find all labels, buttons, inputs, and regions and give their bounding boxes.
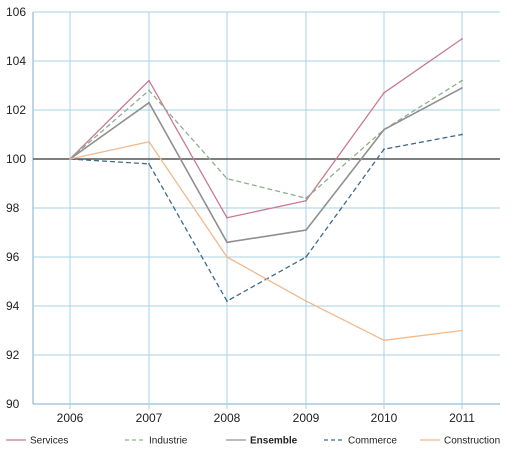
point-commerce-2007 — [148, 163, 150, 165]
legend-label-services: Services — [30, 436, 68, 447]
x-tick-label-2008: 2008 — [214, 411, 241, 425]
x-tick-label-2010: 2010 — [371, 411, 398, 425]
point-commerce-2011 — [461, 133, 463, 136]
y-tick-label-90: 90 — [6, 397, 20, 411]
y-tick-label-98: 98 — [6, 201, 20, 215]
y-tick-label-100: 100 — [6, 152, 26, 166]
y-tick-label-92: 92 — [6, 348, 20, 362]
point-construction-2006 — [69, 158, 71, 160]
x-tick-label-2007: 2007 — [136, 411, 163, 425]
point-services-2010 — [383, 91, 385, 94]
point-ensemble-2007 — [148, 101, 150, 104]
series-lines — [69, 38, 463, 342]
series-line-construction — [69, 141, 463, 341]
point-industrie-2009 — [305, 197, 307, 200]
point-construction-2010 — [383, 339, 385, 342]
x-tick-label-2006: 2006 — [57, 411, 84, 425]
point-construction-2007 — [148, 140, 150, 143]
point-ensemble-2008 — [226, 241, 228, 244]
point-construction-2008 — [226, 256, 228, 258]
y-tick-label-102: 102 — [6, 103, 26, 117]
point-construction-2011 — [461, 329, 463, 332]
point-industrie-2007 — [148, 89, 150, 92]
y-axis-tick-labels: 90 92 94 96 98 100 102 104 106 — [6, 5, 26, 411]
point-ensemble-2009 — [305, 229, 307, 232]
x-tick-label-2011: 2011 — [449, 411, 475, 425]
point-services-2008 — [226, 216, 228, 219]
legend-label-construction: Construction — [444, 436, 500, 447]
point-ensemble-2011 — [461, 87, 463, 89]
point-construction-2009 — [305, 300, 307, 302]
point-services-2011 — [461, 38, 463, 40]
point-services-2007 — [148, 79, 150, 82]
y-tick-label-106: 106 — [6, 5, 26, 19]
series-line-industrie — [69, 80, 463, 199]
point-commerce-2008 — [226, 300, 228, 302]
y-tick-label-104: 104 — [6, 54, 26, 68]
y-tick-label-96: 96 — [6, 250, 20, 264]
y-tick-label-94: 94 — [6, 299, 20, 313]
point-commerce-2009 — [305, 256, 307, 258]
legend-label-ensemble: Ensemble — [250, 436, 298, 447]
point-industrie-2011 — [461, 79, 463, 82]
point-commerce-2010 — [383, 148, 385, 151]
legend-label-commerce: Commerce — [348, 436, 397, 447]
x-axis-tick-labels: 2006 2007 2008 2009 2010 2011 — [57, 411, 476, 425]
point-services-2009 — [305, 199, 307, 202]
point-industrie-2008 — [226, 177, 228, 180]
series-line-services — [69, 38, 463, 219]
x-tick-label-2009: 2009 — [293, 411, 320, 425]
legend-label-industrie: Industrie — [149, 436, 188, 447]
legend: Services Industrie Ensemble Commerce Constru… — [6, 436, 500, 447]
point-ensemble-2010 — [383, 128, 385, 131]
series-line-ensemble — [69, 87, 463, 244]
grid — [32, 11, 500, 409]
